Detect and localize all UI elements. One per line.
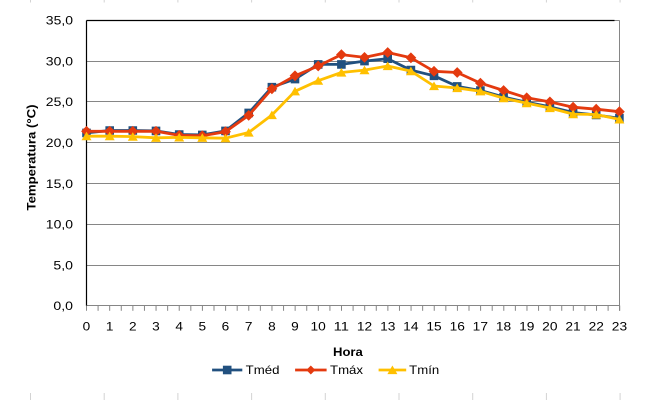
svg-text:21: 21: [565, 319, 581, 333]
svg-text:8: 8: [268, 319, 276, 333]
svg-text:13: 13: [380, 319, 396, 333]
svg-text:11: 11: [334, 319, 350, 333]
svg-text:1: 1: [106, 319, 114, 333]
svg-text:Tmáx: Tmáx: [330, 363, 363, 377]
svg-text:Tmín: Tmín: [409, 363, 439, 377]
svg-text:15,0: 15,0: [46, 177, 74, 191]
svg-text:19: 19: [519, 319, 535, 333]
svg-text:10: 10: [311, 319, 327, 333]
svg-text:3: 3: [152, 319, 160, 333]
svg-text:15: 15: [426, 319, 442, 333]
svg-text:7: 7: [245, 319, 253, 333]
svg-text:4: 4: [175, 319, 183, 333]
svg-text:Hora: Hora: [333, 345, 363, 359]
svg-text:16: 16: [450, 319, 466, 333]
svg-text:6: 6: [222, 319, 230, 333]
svg-text:Tméd: Tméd: [246, 363, 280, 377]
svg-text:0,0: 0,0: [53, 299, 73, 313]
svg-text:30,0: 30,0: [46, 54, 74, 68]
svg-text:5,0: 5,0: [53, 258, 73, 272]
svg-text:0: 0: [83, 319, 91, 333]
svg-text:10,0: 10,0: [46, 218, 74, 232]
svg-text:Temperatura (°C): Temperatura (°C): [25, 104, 39, 210]
svg-text:5: 5: [199, 319, 207, 333]
svg-text:12: 12: [357, 319, 373, 333]
svg-text:9: 9: [291, 319, 299, 333]
svg-text:18: 18: [496, 319, 512, 333]
svg-text:2: 2: [129, 319, 137, 333]
svg-text:25,0: 25,0: [46, 95, 74, 109]
svg-text:17: 17: [473, 319, 489, 333]
svg-text:35,0: 35,0: [46, 14, 74, 28]
svg-text:22: 22: [589, 319, 605, 333]
svg-text:20: 20: [542, 319, 558, 333]
svg-text:23: 23: [612, 319, 628, 333]
svg-text:14: 14: [403, 319, 419, 333]
svg-text:20,0: 20,0: [46, 136, 74, 150]
